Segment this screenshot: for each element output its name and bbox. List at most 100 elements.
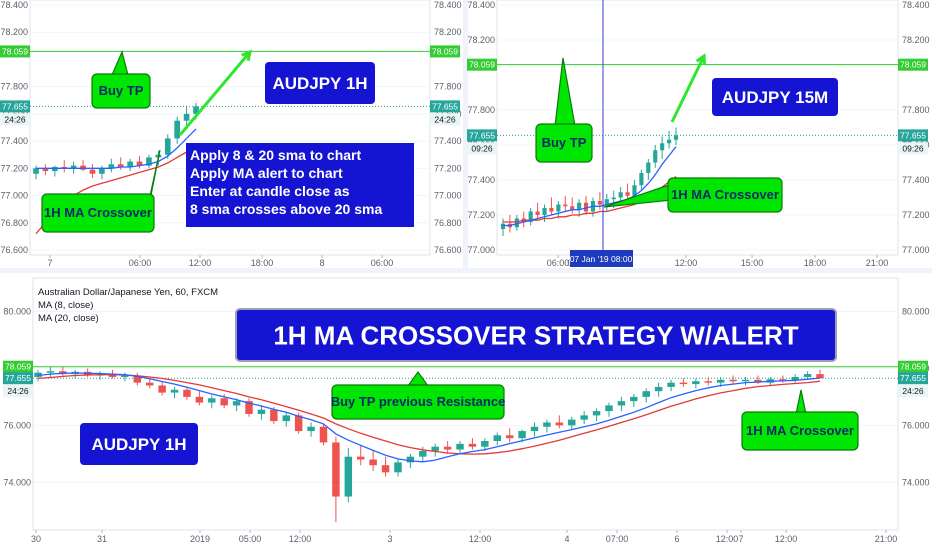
tp-price-tag [0, 45, 30, 58]
candle-body [514, 218, 519, 228]
candle-body [257, 409, 266, 414]
candle-body [555, 422, 564, 426]
legend-line-0: Australian Dollar/Japanese Yen, 60, FXCM [38, 287, 218, 298]
candle-body [518, 431, 526, 439]
countdown-label: 24:26 [902, 386, 924, 396]
x-tick-label: 12:00 [189, 258, 212, 268]
price-tag-label: 77.655 [900, 130, 926, 140]
crossover-callout-bottom [741, 411, 859, 451]
plot-frame [32, 277, 899, 531]
y-tick-label-left: 76.000 [3, 420, 31, 430]
title-box-audjpy-1h-label: AUDJPY 1H [272, 74, 367, 93]
x-tick-label: 06:00 [129, 258, 152, 268]
crossover-pointer-bottom [795, 389, 807, 415]
candle-body [183, 113, 190, 121]
candle-body [270, 409, 278, 422]
buy-tp-callout-1h [91, 73, 151, 109]
candle-body [741, 379, 750, 382]
candle-body [164, 138, 171, 155]
candle-body [592, 411, 601, 416]
ma-fast-line [503, 146, 677, 227]
candle-body [158, 385, 166, 393]
candle-body [653, 150, 658, 163]
x-tick-label: 05:00 [239, 534, 262, 544]
candle-body [505, 435, 514, 439]
candle-body [108, 164, 115, 169]
candle-body [394, 462, 402, 473]
candle-body [679, 382, 688, 385]
countdown-tag [898, 142, 928, 155]
candle-body [716, 379, 725, 383]
y-tick-label-right: 77.800 [434, 82, 462, 92]
x-tick-label: 21:00 [875, 534, 898, 544]
candle-body [654, 386, 663, 392]
x-tick-label: 18:00 [251, 258, 274, 268]
candle-body [220, 398, 228, 406]
price-tag [3, 372, 33, 385]
candle-body [642, 391, 650, 397]
trend-arrow-1h-head [241, 49, 253, 62]
candle-body [208, 398, 216, 403]
crossover-callout-1h-label: 1H MA Crossover [44, 205, 152, 220]
candle-body [456, 443, 464, 450]
tp-price-tag [430, 45, 460, 58]
tp-price-label: 78.059 [469, 60, 495, 70]
crossover-callout-1h [41, 193, 155, 233]
y-tick-label-right: 77.000 [902, 245, 930, 255]
x-tick-label: 8 [319, 258, 324, 268]
candle-body [673, 135, 679, 140]
y-tick-label-right: 78.200 [434, 27, 462, 37]
price-tag-label: 77.655 [900, 373, 926, 383]
tp-price-tag [3, 360, 33, 373]
candle-body [183, 389, 191, 397]
candle-body [145, 382, 154, 386]
tp-price-tag [898, 360, 928, 373]
candle-body [121, 375, 129, 377]
candle-body [542, 208, 547, 215]
tp-price-tag [467, 58, 497, 71]
candle-body [127, 161, 133, 167]
candle-body [530, 426, 539, 432]
x-tick-label: 30 [31, 534, 41, 544]
plot-frame [29, 0, 431, 256]
price-tag [467, 129, 497, 142]
x-tick-label: 6 [674, 534, 679, 544]
tp-price-label: 78.059 [900, 362, 926, 372]
candle-body [133, 375, 142, 383]
candle-body [704, 381, 713, 383]
y-tick-label-left: 76.600 [0, 245, 28, 255]
candle-body [117, 164, 124, 167]
x-tick-label: 21:00 [866, 258, 889, 268]
candle-body [692, 381, 700, 385]
candle-body [779, 379, 787, 381]
candle-body [89, 169, 96, 174]
buy-tp-resistance-callout-label: Buy TP previous Resistance [331, 394, 506, 409]
strategy-title-border [235, 308, 837, 362]
x-tick-label: 2019 [190, 534, 210, 544]
x-tick-label: 15:00 [741, 258, 764, 268]
candle-body [46, 371, 55, 373]
countdown-label: 09:26 [902, 143, 924, 153]
buy-tp-callout-15m-label: Buy TP [542, 135, 587, 150]
buy-tp-callout-15m [535, 123, 593, 163]
x-tick-label: 12:00 [289, 534, 312, 544]
buy-tp-resistance-callout [331, 384, 505, 420]
y-tick-label-right: 74.000 [902, 477, 930, 487]
candle-body [667, 139, 672, 144]
crossover-callout-15m-label: 1H MA Crossover [671, 187, 779, 202]
candle-body [568, 419, 576, 426]
candle-body [174, 120, 180, 139]
tp-price-label: 78.059 [900, 60, 926, 70]
x-tick-label: 18:00 [804, 258, 827, 268]
legend-line-1: MA (8, close) [38, 300, 93, 311]
candle-body [170, 389, 179, 393]
y-tick-label-left: 77.000 [467, 245, 495, 255]
title-box-audjpy-15m-label: AUDJPY 15M [722, 88, 828, 107]
y-tick-label-left: 78.400 [0, 0, 28, 10]
y-tick-label-right: 77.400 [902, 175, 930, 185]
y-tick-label-right: 80.000 [902, 306, 930, 316]
y-tick-label-right: 77.400 [434, 136, 462, 146]
x-tick-label: 06:00 [371, 258, 394, 268]
candle-body [146, 157, 152, 166]
candle-body [528, 211, 533, 222]
